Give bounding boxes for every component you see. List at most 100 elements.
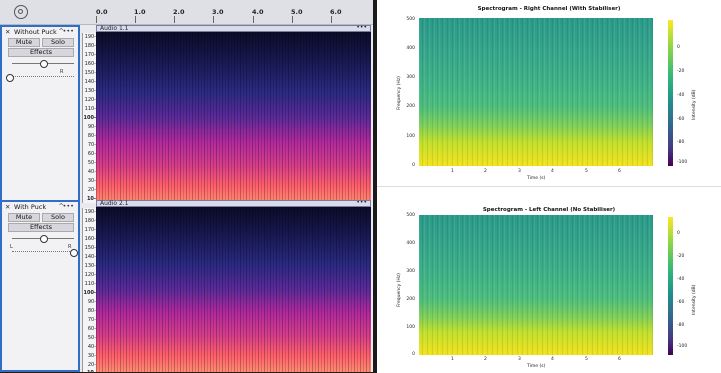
ruler-tick-label: 2.0 [173,8,185,16]
gear-icon[interactable] [14,5,28,19]
x-tick-label: 4 [551,357,554,362]
y-tick-label: 0 [412,352,415,357]
colorbar-tick-label: -80 [677,323,685,328]
track-without-puck[interactable]: ✕ Without Puck ••• ^ Mute Solo Effects R… [0,24,373,203]
frequency-scale: 190- 180- 170- 160- 150- 140- 130- 120- 110-… [82,208,97,372]
y-tick-label: 500 [406,17,415,22]
colorbar-label: Intensity (dB) [692,284,697,315]
mute-button[interactable]: Mute [8,213,40,222]
spectrogram-view[interactable] [96,207,371,372]
y-tick-label: 400 [406,46,415,51]
colorbar-tick-label: -80 [677,140,685,145]
x-tick-label: 2 [484,357,487,362]
pan-slider-knob[interactable] [6,74,14,82]
colorbar-tick-label: -40 [677,277,685,282]
window-divider [373,0,377,372]
colorbar-tick-label: -60 [677,117,685,122]
close-icon[interactable]: ✕ [5,203,11,211]
y-tick-label: 100 [406,325,415,330]
x-tick-label: 2 [484,169,487,174]
colorbar-tick-label: 0 [677,45,680,50]
colorbar-label: Intensity (dB) [692,89,697,120]
spectrogram-view[interactable] [96,32,371,203]
gain-slider[interactable] [12,60,74,68]
spectrogram-plot [419,18,653,166]
track-menu-button[interactable]: ••• [62,202,74,210]
gain-slider-knob[interactable] [40,235,48,243]
ruler-tick-label: 6.0 [330,8,342,16]
spectrogram-panel-left: Spectrogram - Left Channel (No Stabilise… [377,186,721,373]
y-axis-label: Frequency (Hz) [397,273,402,307]
clip-name: Audio 2.1 [100,200,129,207]
pan-left-label: L [10,244,13,250]
colorbar [668,217,673,355]
clip-name: Audio 1.1 [100,25,129,32]
colorbar-tick-label: -20 [677,254,685,259]
track-name[interactable]: With Puck [14,203,47,211]
y-tick-label: 200 [406,104,415,109]
track-with-puck[interactable]: ✕ With Puck ••• ^ Mute Solo Effects L R … [0,199,373,372]
pan-slider[interactable] [12,249,78,257]
colorbar-tick-label: -40 [677,93,685,98]
x-axis-label: Time (s) [527,364,546,369]
ruler-tick-label: 0.0 [96,8,108,16]
x-tick-label: 4 [551,169,554,174]
effects-button[interactable]: Effects [8,223,74,232]
y-tick-label: 0 [412,163,415,168]
y-tick-label: 500 [406,213,415,218]
spectrogram-panel-right: Spectrogram - Right Channel (With Stabil… [377,0,721,186]
x-tick-label: 1 [451,169,454,174]
audio-editor: 0.0 1.0 2.0 3.0 4.0 5.0 6.0 ✕ Without Pu… [0,0,373,372]
x-axis-label: Time (s) [527,176,546,181]
x-tick-label: 6 [618,357,621,362]
ruler-tick-label: 1.0 [134,8,146,16]
x-tick-label: 6 [618,169,621,174]
x-tick-label: 5 [585,169,588,174]
colorbar-tick-label: -100 [677,160,688,165]
close-icon[interactable]: ✕ [5,28,11,36]
colorbar [668,20,673,166]
gain-slider-knob[interactable] [40,60,48,68]
solo-button[interactable]: Solo [42,213,74,222]
solo-button[interactable]: Solo [42,38,74,47]
track-menu-button[interactable]: ••• [62,27,74,35]
y-tick-label: 100 [406,134,415,139]
audio-clip[interactable]: Audio 2.1 ••• [96,199,371,372]
pan-slider-knob[interactable] [70,249,78,257]
y-tick-label: 300 [406,75,415,80]
effects-button[interactable]: Effects [8,48,74,57]
x-tick-label: 1 [451,357,454,362]
gain-slider[interactable] [12,235,74,243]
colorbar-tick-label: -20 [677,69,685,74]
pan-right-label: R [60,69,64,75]
pan-slider[interactable] [6,74,74,82]
track-controls: ✕ With Puck ••• ^ Mute Solo Effects L R [0,200,80,372]
pan-right-label: R [68,244,72,250]
clip-title-bar[interactable]: Audio 1.1 ••• [96,24,371,32]
frequency-scale: 190- 180- 170- 160- 150- 140- 130- 120- 110-… [82,33,97,203]
clip-menu-button[interactable]: ••• [356,199,367,206]
colorbar-tick-label: -60 [677,300,685,305]
timeline-ruler[interactable]: 0.0 1.0 2.0 3.0 4.0 5.0 6.0 [0,0,373,25]
chevron-up-icon[interactable]: ^ [58,202,64,210]
y-tick-label: 200 [406,297,415,302]
x-tick-label: 5 [585,357,588,362]
clip-title-bar[interactable]: Audio 2.1 ••• [96,199,371,207]
colorbar-tick-label: -100 [677,344,688,349]
y-tick-label: 400 [406,241,415,246]
x-tick-label: 3 [518,357,521,362]
clip-menu-button[interactable]: ••• [356,24,367,31]
chevron-up-icon[interactable]: ^ [58,27,64,35]
colorbar-tick-label: 0 [677,231,680,236]
track-name[interactable]: Without Puck [14,28,57,36]
y-tick-label: 300 [406,269,415,274]
x-tick-label: 3 [518,169,521,174]
mute-button[interactable]: Mute [8,38,40,47]
ruler-tick-label: 5.0 [291,8,303,16]
plot-title: Spectrogram - Right Channel (With Stabil… [477,6,621,12]
ruler-tick-label: 3.0 [212,8,224,16]
ruler-tick-label: 4.0 [252,8,264,16]
plot-title: Spectrogram - Left Channel (No Stabilise… [482,207,616,213]
spectrogram-plot [419,215,653,355]
audio-clip[interactable]: Audio 1.1 ••• [96,24,371,203]
